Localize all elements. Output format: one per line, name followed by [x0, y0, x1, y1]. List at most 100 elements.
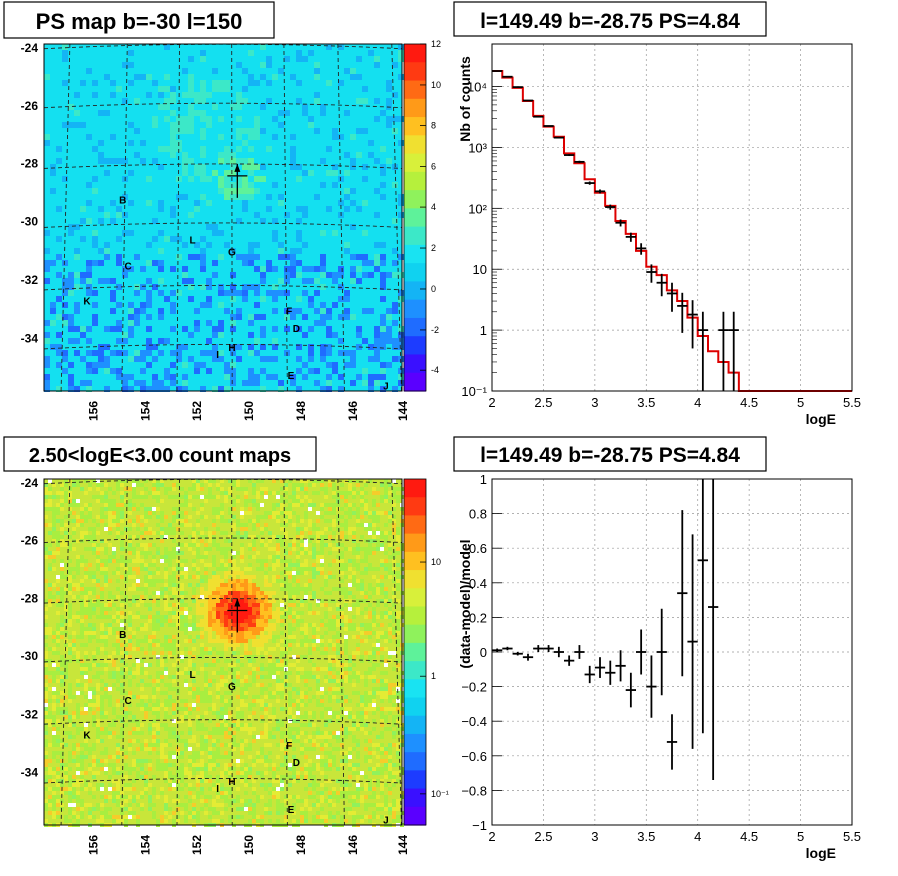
count-map-cell [140, 747, 144, 751]
count-map-cell [128, 731, 132, 735]
count-map-cell [332, 691, 336, 695]
ps-map-cell [170, 302, 176, 308]
count-map-cell [168, 763, 172, 767]
count-map-cell [196, 519, 200, 523]
count-map-cell [180, 655, 184, 659]
count-map-cell [252, 639, 256, 643]
count-map-cell [108, 603, 112, 607]
ps-map-cell [206, 338, 212, 344]
ps-map-cell [344, 170, 350, 176]
count-map-cell [96, 583, 100, 587]
count-map-cell [320, 771, 324, 775]
count-map-cell [48, 531, 52, 535]
count-map-cell [244, 487, 248, 491]
count-map-cell [144, 511, 148, 515]
ps-map-cell [134, 290, 140, 296]
count-map-cell [156, 619, 160, 623]
count-map-cell [364, 547, 368, 551]
count-map-cell [56, 671, 60, 675]
count-map-cell [96, 763, 100, 767]
count-map-cell [80, 507, 84, 511]
count-map-cell [160, 591, 164, 595]
ps-map-cell [110, 92, 116, 98]
count-map-cell [300, 699, 304, 703]
count-map-cell [68, 495, 72, 499]
count-map-cell [192, 647, 196, 651]
count-map-cell [136, 671, 140, 675]
count-map-cell [272, 575, 276, 579]
count-map-cell [372, 771, 376, 775]
count-map-cell [236, 763, 240, 767]
count-map-cell [388, 639, 392, 643]
count-map-cell [128, 739, 132, 743]
count-map-cell [152, 639, 156, 643]
count-map-cell [316, 699, 320, 703]
count-map-cell [160, 531, 164, 535]
ps-map-cell [320, 356, 326, 362]
count-map-cell [244, 511, 248, 515]
count-map-cell [356, 675, 360, 679]
count-map-cell [196, 767, 200, 771]
ps-map-cell [290, 266, 296, 272]
count-map-cell [168, 735, 172, 739]
count-map-cell [228, 755, 232, 759]
count-map-cell [212, 591, 216, 595]
count-map-cell [252, 591, 256, 595]
count-map-cell [132, 759, 136, 763]
count-map-cell [108, 555, 112, 559]
count-map-cell [312, 491, 316, 495]
count-map-cell [44, 727, 48, 731]
count-map-cell [276, 775, 280, 779]
count-map-cell [332, 763, 336, 767]
count-map-cell [360, 715, 364, 719]
count-map-cell [376, 515, 380, 519]
count-map-cell [356, 479, 360, 483]
count-map-cell [336, 747, 340, 751]
ps-map-cell [368, 374, 374, 380]
count-map-cell [260, 683, 264, 687]
count-map-cell [220, 511, 224, 515]
count-map-cell [180, 531, 184, 535]
count-map-cell [156, 715, 160, 719]
count-map-cell [180, 599, 184, 603]
count-map-cell [352, 727, 356, 731]
count-map-cell [200, 495, 204, 499]
ps-map-cell [308, 278, 314, 284]
count-map-cell [368, 731, 372, 735]
count-map-cell [260, 615, 264, 619]
count-map-cell [204, 699, 208, 703]
ps-map-cell [314, 62, 320, 68]
count-map-cell [232, 555, 236, 559]
count-map-cell [224, 643, 228, 647]
count-map-cell [80, 579, 84, 583]
count-map-cell [184, 711, 188, 715]
count-map-cell [216, 483, 220, 487]
count-map-cell [228, 703, 232, 707]
ps-map-cell [302, 290, 308, 296]
count-map-cell [172, 515, 176, 519]
count-map-cell [68, 731, 72, 735]
count-map-cell [312, 731, 316, 735]
count-map-cell [288, 563, 292, 567]
ps-map-cell [266, 290, 272, 296]
count-map-cell [196, 715, 200, 719]
ps-map-cell [194, 320, 200, 326]
ps-map-cell [350, 362, 356, 368]
count-map-cell [240, 687, 244, 691]
count-map-cell [176, 563, 180, 567]
count-map-cell [220, 627, 224, 631]
count-map-cell [192, 623, 196, 627]
count-map-cell [60, 707, 64, 711]
count-map-cell [280, 655, 284, 659]
ps-map-cell [98, 260, 104, 266]
count-map-cell [364, 527, 368, 531]
count-map-cell [252, 759, 256, 763]
count-map-cell [348, 567, 352, 571]
count-map-cell [84, 607, 88, 611]
count-map-cell [300, 543, 304, 547]
count-map-cell [60, 499, 64, 503]
count-map-cell [388, 763, 392, 767]
spectrum-y-tick-label: 10² [468, 201, 487, 216]
count-map-cell [224, 603, 228, 607]
ps-map-cell [44, 320, 50, 326]
